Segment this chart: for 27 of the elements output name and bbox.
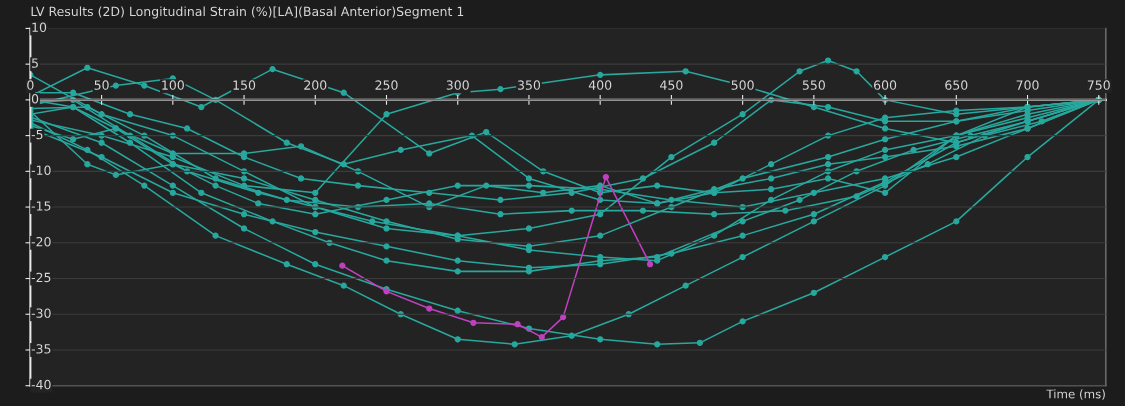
x-tick-label: 650	[945, 80, 968, 90]
x-tick-label: 400	[588, 80, 612, 90]
y-tick-label: 0	[31, 94, 39, 104]
y-tick-label: 10	[32, 22, 47, 33]
y-tick-label: -25	[31, 272, 51, 283]
x-tick-label: 700	[1016, 80, 1039, 90]
x-tick-label: 450	[660, 80, 683, 90]
x-tick-label: 250	[375, 80, 398, 90]
x-tick-label: 550	[802, 80, 825, 90]
y-tick-label: 5	[32, 58, 38, 68]
y-tick-label: -35	[31, 344, 51, 354]
y-tick-label: -20	[31, 236, 51, 247]
y-tick-label: -5	[31, 129, 43, 140]
y-tick-label: -15	[31, 201, 51, 211]
x-tick-label: 150	[233, 80, 256, 90]
y-tick-label: -30	[31, 308, 51, 318]
x-tick-label: 600	[874, 80, 897, 90]
y-tick-label: -40	[31, 379, 51, 390]
x-tick-label: 350	[517, 80, 541, 90]
x-tick-label: 50	[94, 80, 109, 90]
chart-title: LV Results (2D) Longitudinal Strain (%)[LA](Basal Anterior)Segment 1	[31, 6, 464, 19]
x-axis-title: Time (ms)	[1046, 389, 1105, 400]
x-tick-label: 750	[1087, 80, 1110, 90]
x-tick-label: 200	[304, 80, 327, 90]
x-tick-label: 300	[446, 80, 469, 90]
y-tick-label: -10	[31, 165, 51, 175]
x-tick-label: 100	[162, 80, 184, 90]
